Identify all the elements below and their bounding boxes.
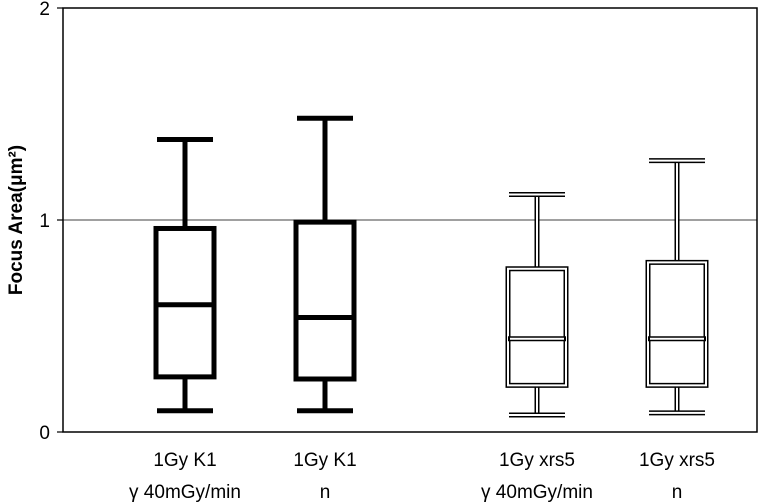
category-label-line1: 1Gy K1 xyxy=(293,450,356,471)
y-tick-label: 1 xyxy=(39,211,50,232)
category-label-line1: 1Gy K1 xyxy=(153,450,216,471)
box-rect-inner xyxy=(647,261,707,387)
category-label-line1: 1Gy xrs5 xyxy=(499,450,575,471)
box-rect xyxy=(645,259,709,388)
box-rect xyxy=(293,219,357,382)
category-label-line2: γ 40mGy/min xyxy=(129,482,241,503)
box-1 xyxy=(153,136,217,414)
boxes-group xyxy=(153,115,709,418)
y-tick-label: 0 xyxy=(39,423,50,444)
box-3 xyxy=(505,192,569,418)
y-axis-ticks: 0 1 2 xyxy=(39,0,63,444)
box-2 xyxy=(293,115,357,414)
box-rect-inner xyxy=(507,267,567,387)
category-labels: 1Gy K1 γ 40mGy/min 1Gy K1 n 1Gy xrs5 γ 40mGy/… xyxy=(129,450,715,503)
box-rect xyxy=(505,266,569,388)
y-tick-label: 2 xyxy=(39,0,50,20)
category-label-line2: n xyxy=(320,482,331,503)
box-4 xyxy=(645,158,709,416)
category-label-line1: 1Gy xrs5 xyxy=(639,450,715,471)
category-label-line2: γ 40mGy/min xyxy=(481,482,593,503)
y-axis-label: Focus Area(μm²) xyxy=(6,145,27,295)
category-label-line2: n xyxy=(672,482,683,503)
